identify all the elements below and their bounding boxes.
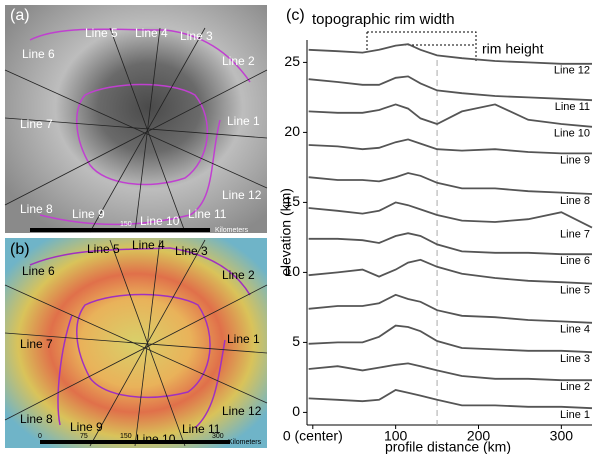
line-label: Line 5 [87, 242, 120, 256]
x-tick-label: 100 [384, 428, 408, 444]
x-tick-label: 0 (center) [283, 428, 343, 444]
line-label: Line 6 [22, 47, 55, 61]
scale-bar [40, 440, 230, 444]
line-label: Line 2 [222, 268, 255, 282]
scale-label: 150 [120, 221, 132, 228]
scale-label: Kilometers [215, 227, 249, 234]
y-tick-label: 5 [292, 333, 300, 349]
legend-label: Line 11 [555, 101, 590, 113]
scale-label: 150 [120, 433, 132, 440]
line-label: Line 8 [20, 412, 53, 426]
legend-label: Line 5 [560, 285, 590, 297]
line-label: Line 11 [188, 207, 227, 221]
profile-line [308, 324, 593, 354]
legend-label: Line 8 [560, 195, 590, 207]
line-label: Line 3 [175, 244, 208, 258]
profile-line [308, 138, 592, 155]
scale-bar [30, 228, 210, 232]
map-a: (a) 150 Kilometers [4, 5, 268, 234]
map-image [5, 5, 267, 233]
line-label: Line 6 [22, 264, 55, 278]
line-label: Line 12 [222, 404, 262, 418]
legend-label: Line 9 [560, 154, 590, 166]
profile-line [308, 362, 592, 382]
y-tick-label: 20 [284, 123, 300, 139]
y-tick-label: 10 [284, 263, 300, 279]
rim-outline [76, 83, 208, 186]
line-label: Line 9 [72, 207, 105, 221]
profile-line [308, 172, 593, 195]
profile-line [308, 43, 592, 65]
line-label: Line 11 [182, 422, 221, 436]
x-tick-label: 200 [467, 428, 491, 444]
legend-label: Line 7 [560, 229, 590, 241]
y-tick-label: 0 [292, 403, 300, 419]
line-label: Line 7 [20, 337, 53, 351]
legend-label: Line 12 [554, 65, 590, 77]
profile-line [308, 258, 593, 285]
line-label: Line 4 [132, 238, 165, 252]
rim-outline [76, 293, 211, 399]
legend-label: Line 4 [560, 324, 590, 336]
profile-line [308, 103, 593, 128]
line-label: Line 2 [222, 54, 255, 68]
outer-outline [29, 247, 251, 429]
panel-label: (a) [10, 7, 30, 24]
line-label: Line 9 [70, 420, 103, 434]
line-label: Line 1 [227, 114, 260, 128]
scale-label: Kilometers [228, 439, 262, 446]
line-label: Line 7 [20, 117, 53, 131]
line-label: Line 1 [227, 332, 260, 346]
annotation: rim height [482, 41, 544, 57]
profile-lines [4, 239, 268, 447]
scale-label: 300 [212, 433, 224, 440]
y-axis-label: elevation (km) [278, 188, 294, 276]
profile-lines [4, 27, 268, 233]
line-label: Line 8 [20, 202, 53, 216]
panel-label: (c) [286, 7, 305, 24]
legend-label: Line 2 [560, 381, 590, 393]
legend-label: Line 10 [554, 128, 590, 140]
line-label: Line 12 [222, 188, 262, 202]
y-tick-label: 15 [284, 193, 300, 209]
profile-line [308, 232, 592, 256]
profile-line [308, 389, 593, 410]
line-label: Line 5 [85, 26, 118, 40]
annotation: topographic rim width [312, 11, 455, 28]
scale-label: 75 [80, 433, 88, 440]
line-label: Line 4 [135, 26, 168, 40]
profile-line [308, 201, 593, 229]
legend-label: Line 6 [560, 255, 590, 267]
legend-label: Line 3 [560, 353, 590, 365]
profile-line [308, 293, 593, 324]
scale-label: 0 [38, 433, 42, 440]
profile-line [308, 75, 593, 102]
rim-width-bracket [366, 31, 477, 62]
line-label: Line 10 [136, 432, 176, 446]
x-tick-label: 300 [550, 428, 574, 444]
outer-outline [29, 28, 251, 226]
y-tick-label: 25 [284, 53, 300, 69]
line-label: Line 10 [140, 214, 180, 228]
x-axis-label: profile distance (km) [385, 439, 511, 454]
legend-label: Line 1 [560, 409, 590, 421]
map-b: (b) 0 75 150 300 Kilometers [4, 238, 268, 448]
panel-label: (b) [10, 241, 30, 258]
line-label: Line 3 [180, 29, 213, 43]
